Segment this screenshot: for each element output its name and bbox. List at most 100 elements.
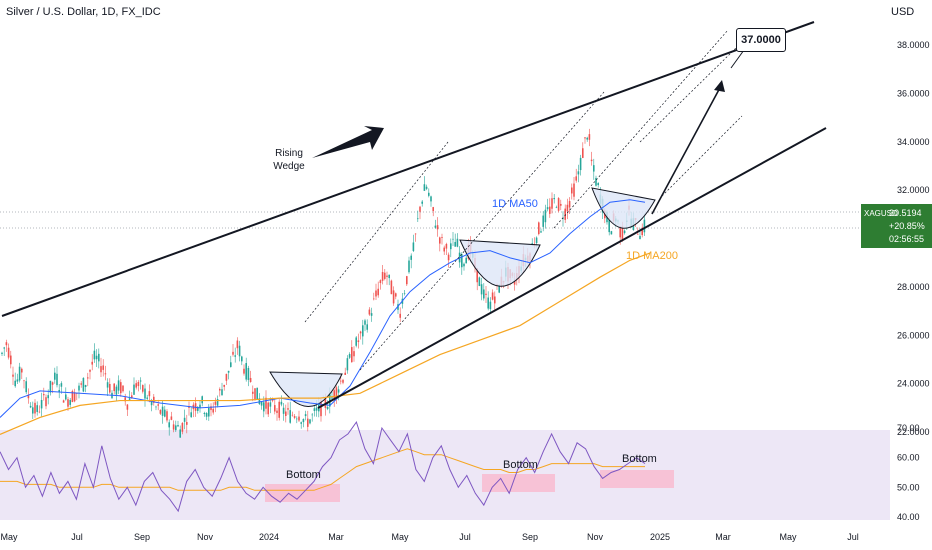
x-tick-label: Jul	[459, 532, 471, 542]
candle-body	[38, 411, 41, 413]
candle-body	[549, 206, 551, 214]
candle-body	[364, 320, 366, 325]
candle-body	[582, 148, 584, 158]
candle-body	[203, 412, 206, 415]
candle-body	[375, 290, 377, 297]
candle-body	[172, 424, 175, 430]
candle-body	[639, 235, 641, 240]
candle-body	[370, 313, 373, 316]
x-tick-label: Jul	[847, 532, 859, 542]
candle-body	[153, 396, 155, 403]
candle-body	[216, 399, 219, 406]
rsi-tick-label: 40.00	[897, 512, 920, 522]
candle-body	[513, 280, 516, 285]
candle-body	[82, 377, 85, 392]
candle-body	[399, 313, 401, 318]
candle-body	[542, 215, 544, 227]
candle-body	[223, 384, 225, 387]
candle-body	[588, 134, 591, 140]
candle-body	[106, 382, 109, 388]
candle-body	[78, 385, 80, 391]
candle-body	[179, 429, 181, 438]
candle-body	[595, 177, 597, 186]
candle-body	[447, 254, 450, 261]
candle-body	[32, 407, 34, 414]
candle-body	[535, 237, 538, 244]
rsi-tick-label: 50.00	[897, 482, 920, 492]
candle-body	[221, 389, 223, 396]
candle-body	[155, 406, 157, 408]
candle-body	[412, 242, 415, 251]
bottom-label: Bottom	[286, 469, 321, 481]
candle-body	[186, 422, 188, 425]
candle-body	[58, 389, 60, 393]
candle-body	[392, 290, 395, 304]
candle-body	[265, 397, 267, 409]
x-tick-label: Mar	[715, 532, 731, 542]
candle-body	[377, 288, 379, 296]
candle-body	[568, 201, 571, 208]
candle-body	[577, 171, 580, 175]
candle-body	[93, 350, 96, 360]
last-price-label[interactable]: XAGUSD 30.5194 +20.85% 02:56:55	[861, 204, 932, 248]
candle-body	[562, 217, 564, 219]
candle-body	[80, 383, 82, 385]
candle-body	[487, 297, 489, 309]
candle-body	[428, 192, 430, 196]
candle-body	[230, 362, 232, 367]
candle-body	[641, 227, 643, 236]
y-tick-label: 22.0000	[897, 427, 930, 437]
candle-body	[331, 397, 333, 399]
candle-body	[540, 231, 542, 233]
candle-body	[47, 395, 49, 399]
candle-body	[560, 203, 562, 206]
channel-line	[359, 91, 605, 371]
candle-body	[417, 218, 419, 220]
candle-body	[421, 201, 423, 204]
candle-body	[1, 352, 3, 354]
candle-body	[45, 397, 47, 407]
x-tick-label: Sep	[134, 532, 150, 542]
candle-body	[267, 402, 269, 415]
candle-body	[43, 394, 45, 396]
candle-body	[91, 361, 93, 365]
rsi-tick-label: 70.00	[897, 423, 920, 433]
candle-body	[16, 379, 19, 382]
candle-body	[278, 401, 280, 418]
candle-body	[566, 204, 569, 212]
currency-label[interactable]: USD	[891, 6, 915, 18]
candle-body	[434, 225, 437, 228]
candle-body	[357, 340, 360, 343]
candle-body	[390, 280, 393, 295]
candle-body	[62, 400, 65, 403]
candle-body	[302, 419, 305, 423]
candle-body	[461, 254, 463, 268]
candle-body	[241, 356, 243, 362]
candle-body	[113, 383, 115, 392]
ma200-label: 1D MA200	[626, 250, 678, 262]
candle-body	[485, 293, 487, 295]
candle-body	[60, 383, 63, 387]
candle-body	[51, 382, 54, 385]
candle-body	[65, 394, 67, 400]
candle-body	[150, 399, 153, 406]
candle-body	[274, 405, 276, 412]
y-axis: 22.000024.000026.000028.000030.000032.00…	[897, 40, 930, 522]
candle-body	[40, 400, 43, 409]
candle-body	[238, 345, 241, 357]
candle-body	[439, 237, 441, 244]
candle-body	[280, 401, 283, 405]
candle-body	[395, 293, 397, 297]
candle-body	[183, 417, 186, 422]
candle-body	[353, 351, 355, 357]
x-tick-label: Nov	[587, 532, 604, 542]
candle-body	[69, 399, 71, 405]
candle-body	[3, 347, 5, 349]
candle-body	[381, 272, 384, 281]
candle-body	[49, 380, 52, 393]
candle-body	[456, 238, 459, 247]
candle-body	[258, 398, 261, 405]
rising-wedge-arrow	[312, 126, 384, 158]
candle-body	[643, 219, 646, 233]
